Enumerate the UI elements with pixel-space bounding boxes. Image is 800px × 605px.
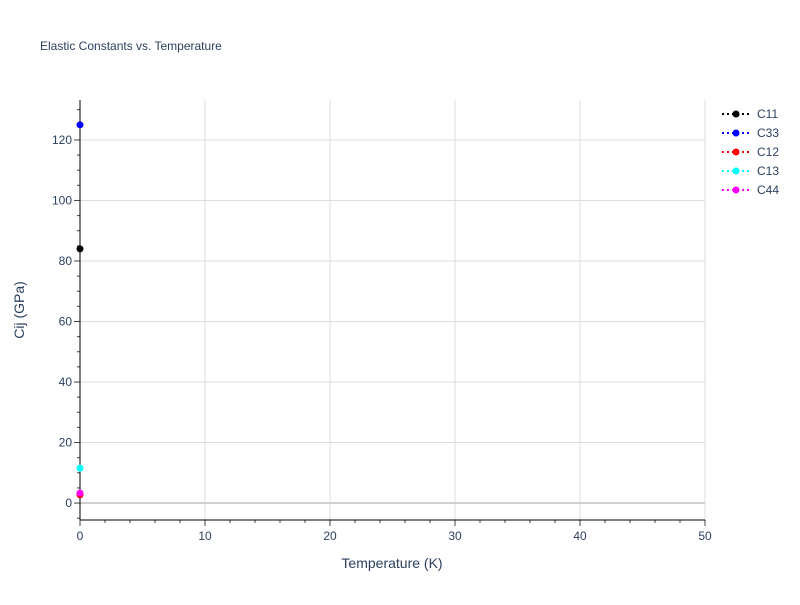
y-tick-label: 0: [65, 496, 72, 510]
data-point-c33: [76, 121, 84, 129]
legend-marker-c13: [732, 167, 740, 175]
y-axis-label: Cij (GPa): [11, 281, 27, 339]
x-tick-label: 40: [573, 529, 587, 543]
legend-label-c33: C33: [757, 126, 779, 140]
legend-label-c13: C13: [757, 164, 779, 178]
legend-label-c11: C11: [757, 107, 778, 121]
x-tick-label: 20: [323, 529, 337, 543]
y-tick-label: 80: [59, 254, 73, 268]
chart-title: Elastic Constants vs. Temperature: [40, 39, 222, 53]
x-axis-label: Temperature (K): [341, 555, 442, 571]
data-point-c11: [76, 245, 84, 253]
y-tick-label: 60: [59, 314, 73, 328]
legend-marker-c44: [732, 186, 740, 194]
legend-label-c12: C12: [757, 145, 779, 159]
legend-label-c44: C44: [757, 183, 779, 197]
y-tick-label: 20: [59, 436, 73, 450]
y-tick-label: 120: [52, 133, 72, 147]
y-tick-label: 100: [52, 193, 72, 207]
x-tick-label: 0: [77, 529, 84, 543]
legend-marker-c33: [732, 129, 740, 137]
y-tick-label: 40: [59, 375, 73, 389]
x-tick-label: 10: [198, 529, 212, 543]
legend-marker-c11: [732, 110, 740, 118]
x-tick-label: 30: [448, 529, 462, 543]
x-tick-label: 50: [698, 529, 712, 543]
legend-marker-c12: [732, 148, 740, 156]
data-point-c13: [76, 464, 84, 472]
data-point-c44: [76, 489, 84, 497]
